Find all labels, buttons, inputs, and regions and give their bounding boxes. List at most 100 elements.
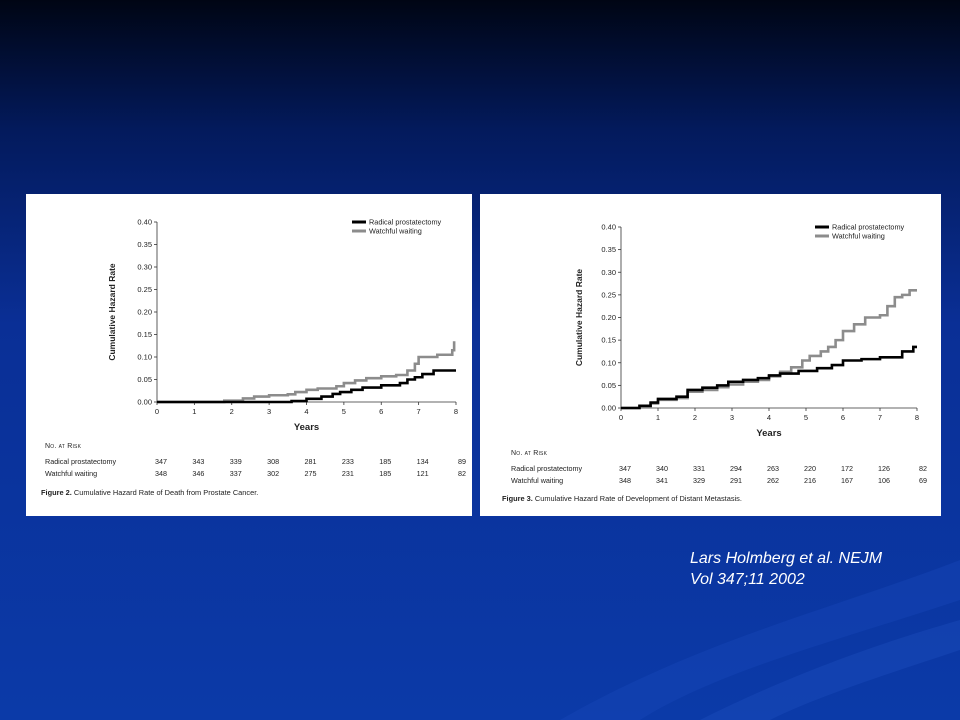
x-tick-label: 7: [417, 407, 421, 416]
risk-value: 281: [304, 457, 317, 466]
risk-value: 233: [341, 457, 354, 466]
risk-row-radical: Radical prostatectomy 347 343 339 308 281 233 1…: [45, 457, 466, 467]
x-tick-label: 8: [454, 407, 458, 416]
x-tick-label: 2: [693, 413, 697, 422]
y-tick-label: 0.10: [601, 358, 616, 367]
y-tick-label: 0.05: [601, 381, 616, 390]
figure-3-panel: 0.00 0.05 0.10 0.15 0.20 0.25 0.30 0.35 0.40 0 1 2 3…: [480, 194, 941, 516]
figure-caption: Figure 3. Cumulative Hazard Rate of Deve…: [502, 494, 742, 503]
risk-row-label: Radical prostatectomy: [511, 464, 583, 473]
y-tick-label: 0.40: [137, 218, 152, 227]
risk-value: 341: [656, 476, 668, 485]
x-tick-label: 0: [619, 413, 623, 422]
risk-value: 121: [416, 469, 429, 478]
risk-value: 291: [730, 476, 742, 485]
risk-value: 126: [878, 464, 890, 473]
risk-value: 331: [693, 464, 705, 473]
y-tick-label: 0.20: [137, 308, 152, 317]
x-tick-label: 0: [155, 407, 159, 416]
y-tick-label: 0.00: [137, 398, 152, 407]
risk-row-watchful: Watchful waiting 348 341 329 291 262 216 167 106…: [511, 476, 936, 486]
y-tick-label: 0.20: [601, 313, 616, 322]
risk-value: 348: [619, 476, 631, 485]
risk-value: 275: [304, 469, 317, 478]
legend-label-watchful: Watchful waiting: [369, 227, 422, 236]
figure-3-chart: 0.00 0.05 0.10 0.15 0.20 0.25 0.30 0.35 0.40 0 1 2 3…: [574, 223, 919, 440]
citation-line-2: Vol 347;11 2002: [690, 571, 805, 588]
risk-value: 329: [693, 476, 705, 485]
y-tick-label: 0.30: [601, 268, 616, 277]
x-tick-label: 7: [878, 413, 882, 422]
caption-text: Cumulative Hazard Rate of Development of…: [534, 494, 742, 503]
y-tick-label: 0.35: [601, 245, 616, 254]
risk-table-title: No. at Risk: [511, 450, 548, 457]
y-tick-label: 0.25: [601, 290, 616, 299]
x-axis-label: Years: [294, 422, 319, 433]
x-tick-label: 4: [304, 407, 308, 416]
x-axis-label: Years: [756, 428, 781, 439]
legend-label-watchful: Watchful waiting: [832, 232, 885, 241]
legend-label-radical: Radical prostatectomy: [369, 218, 442, 227]
figure-2-panel: 0.00 0.05 0.10 0.15 0.20 0.25 0.30 0.35 0.40 0 1 2 3…: [26, 194, 472, 516]
x-tick-label: 1: [192, 407, 196, 416]
x-tick-label: 2: [230, 407, 234, 416]
risk-value: 347: [155, 457, 167, 466]
risk-value: 82: [919, 464, 927, 473]
risk-row-radical: Radical prostatectomy 347 340 331 294 263 220 1…: [511, 464, 936, 474]
x-tick-label: 6: [841, 413, 845, 422]
x-tick-label: 5: [342, 407, 346, 416]
x-tick-label: 3: [730, 413, 734, 422]
y-tick-label: 0.05: [137, 375, 152, 384]
y-tick-label: 0.35: [137, 240, 152, 249]
risk-value: 134: [416, 457, 429, 466]
risk-value: 262: [767, 476, 779, 485]
risk-value: 82: [458, 469, 466, 478]
risk-value: 185: [379, 469, 392, 478]
series-line-radical: [157, 369, 456, 404]
risk-value: 346: [192, 469, 205, 478]
y-axis-label: Cumulative Hazard Rate: [574, 269, 584, 367]
y-tick-label: 0.15: [601, 336, 616, 345]
risk-value: 69: [919, 476, 927, 485]
caption-label: Figure 3.: [502, 494, 533, 503]
caption-text: Cumulative Hazard Rate of Death from Pro…: [73, 488, 259, 497]
risk-value: 172: [841, 464, 853, 473]
x-tick-label: 6: [379, 407, 383, 416]
x-tick-label: 5: [804, 413, 808, 422]
risk-value: 263: [767, 464, 779, 473]
series-line-radical: [621, 345, 917, 410]
figure-caption: Figure 2. Cumulative Hazard Rate of Deat…: [41, 488, 258, 497]
risk-value: 106: [878, 476, 890, 485]
risk-row-label: Watchful waiting: [45, 469, 98, 478]
caption-label: Figure 2.: [41, 488, 72, 497]
risk-value: 339: [229, 457, 242, 466]
risk-value: 167: [841, 476, 853, 485]
citation: Lars Holmberg et al. NEJM Vol 347;11 200…: [690, 548, 950, 590]
risk-value: 231: [341, 469, 354, 478]
risk-value: 347: [619, 464, 631, 473]
y-tick-label: 0.00: [601, 404, 616, 413]
y-tick-label: 0.40: [601, 223, 616, 232]
risk-row-label: Radical prostatectomy: [45, 457, 117, 466]
risk-row-label: Watchful waiting: [511, 476, 564, 485]
risk-value: 216: [804, 476, 816, 485]
risk-table-title: No. at Risk: [45, 443, 82, 450]
y-tick-label: 0.15: [137, 330, 152, 339]
y-tick-label: 0.10: [137, 353, 152, 362]
x-tick-label: 4: [767, 413, 771, 422]
risk-value: 343: [192, 457, 205, 466]
citation-line-1: Lars Holmberg et al. NEJM: [690, 550, 883, 567]
risk-value: 89: [458, 457, 466, 466]
series-line-watchful: [621, 289, 917, 410]
y-tick-label: 0.30: [137, 263, 152, 272]
x-tick-label: 8: [915, 413, 919, 422]
risk-value: 185: [379, 457, 392, 466]
y-tick-label: 0.25: [137, 285, 152, 294]
x-tick-label: 3: [267, 407, 271, 416]
risk-value: 340: [656, 464, 668, 473]
risk-row-watchful: Watchful waiting 348 346 337 302 275 231 185 121…: [45, 469, 466, 479]
risk-value: 302: [267, 469, 280, 478]
figure-2-chart: 0.00 0.05 0.10 0.15 0.20 0.25 0.30 0.35 0.40 0 1 2 3…: [107, 218, 458, 434]
y-axis-label: Cumulative Hazard Rate: [107, 263, 117, 361]
